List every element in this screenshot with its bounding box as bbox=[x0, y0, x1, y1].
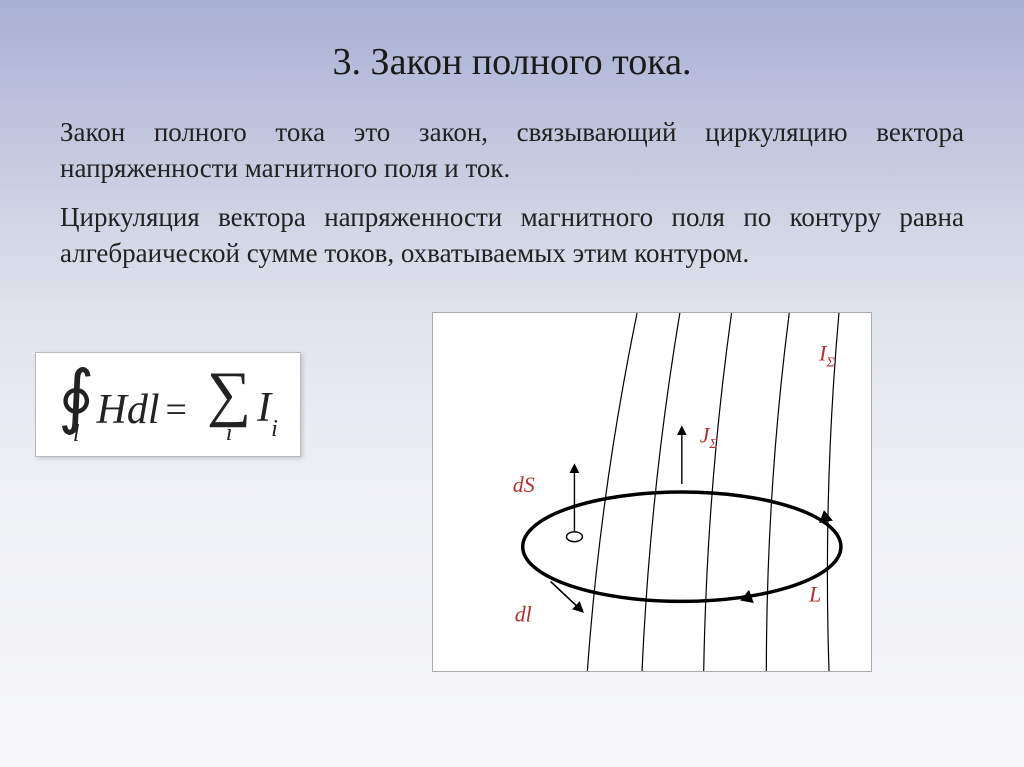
paragraph-2: Циркуляция вектора напряженности магнитн… bbox=[60, 199, 964, 272]
formula: ∮ l Hdl = ∑ i Ii bbox=[58, 373, 278, 448]
dl-label: dl bbox=[515, 602, 532, 626]
I-label: IΣ bbox=[818, 341, 835, 370]
contour-loop bbox=[523, 492, 841, 601]
svg-text:JΣ: JΣ bbox=[700, 423, 719, 452]
L-label: L bbox=[809, 582, 822, 606]
paragraph-1: Закон полного тока это закон, связывающи… bbox=[60, 114, 964, 187]
slide-title: 3. Закон полного тока. bbox=[60, 40, 964, 84]
integral-symbol: ∮ bbox=[58, 377, 94, 419]
sum-sub: i bbox=[226, 420, 233, 447]
formula-box: ∮ l Hdl = ∑ i Ii bbox=[35, 352, 301, 457]
sum-term: Ii bbox=[257, 384, 278, 437]
diagram: JΣ IΣ L dS dl bbox=[432, 312, 872, 672]
equals: = bbox=[165, 388, 186, 432]
integrand: Hdl bbox=[96, 386, 159, 434]
sum-symbol: ∑ bbox=[207, 373, 251, 416]
dS-label: dS bbox=[513, 473, 535, 497]
